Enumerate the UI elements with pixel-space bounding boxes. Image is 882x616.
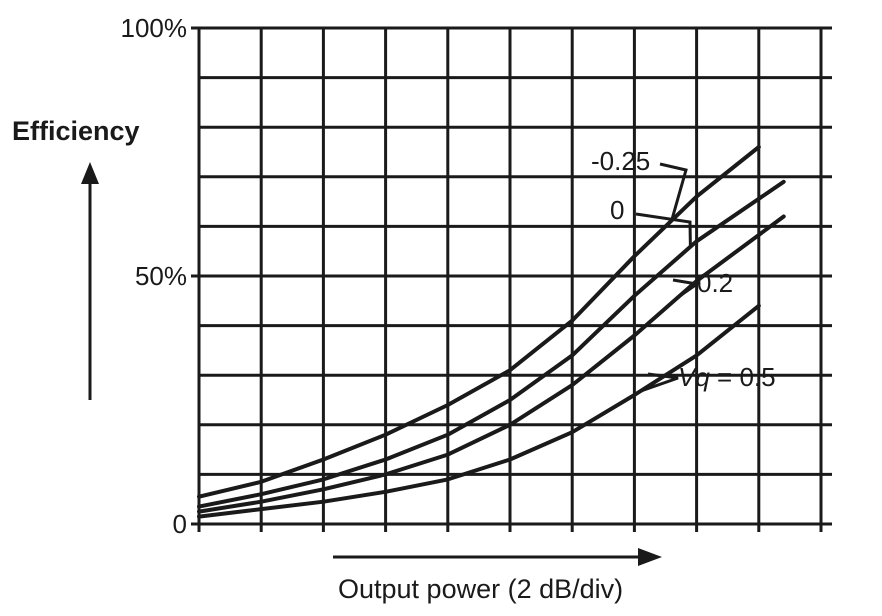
label-leader-2	[672, 278, 701, 299]
y-tick-label: 0	[173, 509, 187, 539]
series-label-2: 0.2	[697, 268, 733, 298]
series-line-3	[197, 303, 761, 519]
y-tick-label: 100%	[121, 13, 188, 43]
series-line-2	[197, 214, 786, 514]
y-tick-labels: 0 50% 100%	[121, 13, 188, 539]
curve-labels: -0.25 0 0.2 Vq = 0.5	[591, 146, 776, 393]
label-leader-1	[635, 212, 692, 247]
y-tick-label: 50%	[135, 261, 187, 291]
grid	[191, 26, 832, 532]
x-axis-arrow	[333, 548, 662, 566]
label-leader-0	[659, 162, 688, 221]
label-leader-3	[640, 372, 679, 393]
series-label-3: Vq = 0.5	[678, 362, 776, 392]
y-axis-title: Efficiency	[12, 116, 140, 146]
x-axis-title: Output power (2 dB/div)	[338, 574, 623, 604]
series-line-1	[197, 179, 786, 509]
series-line-0	[197, 145, 761, 499]
curves	[197, 145, 786, 519]
series-label-1: 0	[610, 195, 624, 225]
y-axis-arrow	[81, 162, 99, 400]
series-label-0: -0.25	[591, 146, 650, 176]
